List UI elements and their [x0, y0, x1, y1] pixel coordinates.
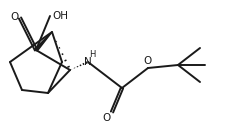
Text: O: O [11, 12, 19, 22]
Polygon shape [35, 32, 52, 51]
Text: O: O [103, 113, 111, 123]
Text: N: N [84, 57, 92, 67]
Text: OH: OH [52, 11, 68, 21]
Text: H: H [89, 50, 95, 59]
Text: O: O [144, 56, 152, 66]
